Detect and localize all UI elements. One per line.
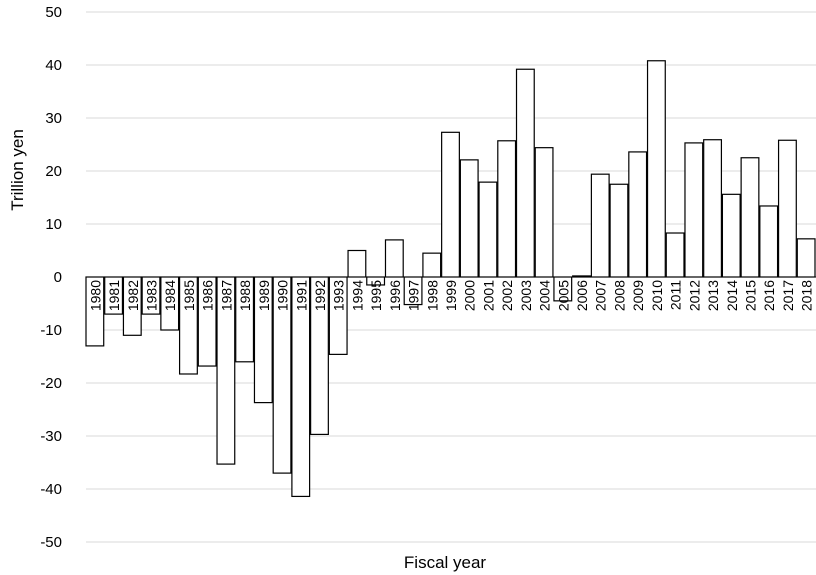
bar-1994 — [347, 249, 367, 278]
bar-2007 — [590, 173, 610, 278]
x-tick-label: 2008 — [611, 280, 627, 311]
x-tick-label: 1994 — [349, 280, 365, 311]
x-tick-label: 1988 — [237, 280, 253, 311]
bar-2000 — [459, 159, 479, 278]
x-tick-label: 1986 — [200, 280, 216, 311]
x-tick-label: 1982 — [125, 280, 141, 311]
x-tick-label: 1985 — [181, 280, 197, 311]
y-tick-label: -40 — [40, 481, 62, 498]
x-tick-label: 1993 — [331, 280, 347, 311]
y-tick-label: 0 — [54, 269, 62, 286]
x-tick-label: 1999 — [443, 280, 459, 311]
x-axis-tick-labels: 1980 1981 1982 1983 1984 1985 1986 1987 1988 1989… — [87, 280, 814, 311]
x-tick-label: 2015 — [742, 280, 758, 311]
y-tick-label: 30 — [45, 110, 62, 127]
x-tick-label: 1980 — [87, 280, 103, 311]
bar-2015 — [740, 157, 760, 278]
bar-2001 — [478, 181, 498, 278]
x-tick-label: 1990 — [275, 280, 291, 311]
x-axis-title: Fiscal year — [404, 553, 487, 572]
x-tick-label: 2009 — [630, 280, 646, 311]
bar-2009 — [628, 151, 648, 278]
bars — [85, 60, 816, 498]
bar-2014 — [721, 193, 741, 278]
x-tick-label: 2003 — [518, 280, 534, 311]
bar-2012 — [684, 142, 704, 278]
x-tick-label: 2002 — [499, 280, 515, 311]
x-tick-label: 1996 — [387, 280, 403, 311]
x-tick-label: 1989 — [256, 280, 272, 311]
x-tick-label: 2012 — [686, 280, 702, 311]
y-tick-label: -20 — [40, 375, 62, 392]
x-tick-label: 2013 — [705, 280, 721, 311]
y-tick-label: -10 — [40, 322, 62, 339]
bar-2002 — [497, 140, 517, 278]
x-tick-label: 2016 — [761, 280, 777, 311]
x-tick-label: 1987 — [218, 280, 234, 311]
bar-2013 — [703, 139, 723, 278]
bar-2010 — [646, 60, 666, 278]
y-tick-label: -50 — [40, 534, 62, 551]
bar-2016 — [759, 205, 779, 278]
x-tick-label: 2010 — [649, 280, 665, 311]
x-tick-label: 1984 — [162, 280, 178, 311]
x-tick-label: 2011 — [668, 280, 684, 310]
bar-1998 — [422, 252, 442, 278]
x-tick-label: 1991 — [293, 280, 309, 311]
x-tick-label: 1981 — [106, 280, 122, 311]
bar-2018 — [796, 238, 816, 278]
x-tick-label: 2001 — [480, 280, 496, 311]
bar-1996 — [384, 239, 404, 278]
bar-2008 — [609, 183, 629, 278]
bar-2011 — [665, 232, 685, 278]
x-tick-label: 2014 — [724, 280, 740, 311]
y-tick-label: 10 — [45, 216, 62, 233]
y-tick-label: 20 — [45, 163, 62, 180]
x-tick-label: 2018 — [799, 280, 815, 311]
x-tick-label: 1998 — [424, 280, 440, 311]
y-tick-label: -30 — [40, 428, 62, 445]
y-axis-tick-labels: 50 40 30 20 10 0 -10 -20 -30 -40 -50 — [40, 4, 62, 551]
x-tick-label: 1992 — [312, 280, 328, 311]
y-tick-label: 40 — [45, 57, 62, 74]
x-tick-label: 1983 — [144, 280, 160, 311]
y-tick-label: 50 — [45, 4, 62, 21]
x-tick-label: 2004 — [537, 280, 553, 311]
x-tick-label: 1997 — [406, 280, 422, 311]
x-tick-label: 2000 — [462, 280, 478, 311]
y-axis-title: Trillion yen — [8, 129, 27, 211]
x-tick-label: 2005 — [555, 280, 571, 311]
x-tick-label: 2006 — [574, 280, 590, 311]
x-tick-label: 2007 — [593, 280, 609, 311]
bar-2003 — [515, 68, 535, 278]
bar-2017 — [777, 139, 797, 278]
bar-2004 — [534, 147, 554, 278]
bar-1999 — [441, 131, 460, 278]
x-tick-label: 2017 — [780, 280, 796, 311]
x-tick-label: 1995 — [368, 280, 384, 311]
